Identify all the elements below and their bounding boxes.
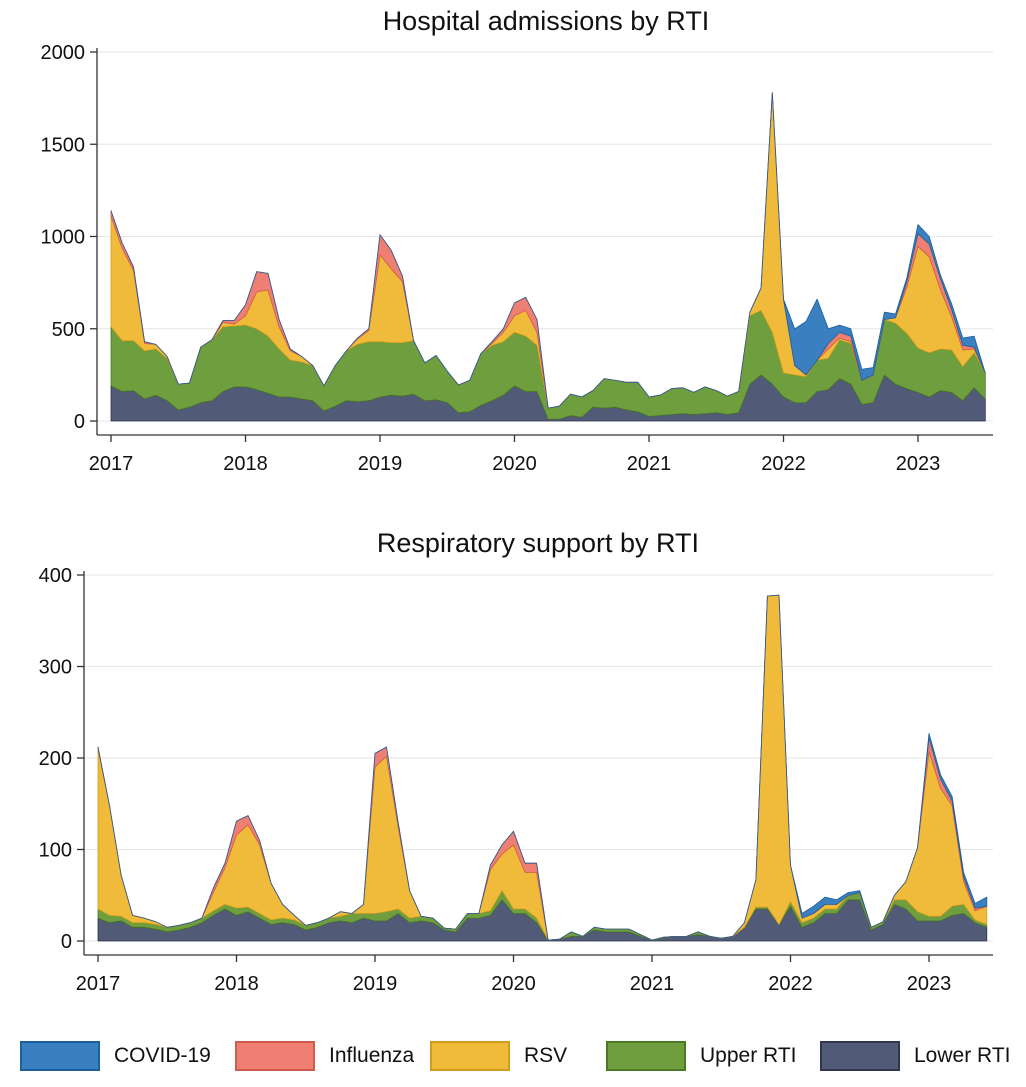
charts-canvas: Hospital admissions by RTI 0500100015002… <box>39 6 993 995</box>
area-covid-19 <box>97 594 988 941</box>
x-tick-label: 2019 <box>353 973 398 995</box>
legend-label: RSV <box>524 1044 568 1067</box>
area-rsv <box>97 594 988 941</box>
legend-item-rsv: RSV <box>430 1038 567 1074</box>
x-tick-label: 2022 <box>761 453 806 475</box>
legend-item-influenza: Influenza <box>235 1038 414 1074</box>
x-tick-label: 2019 <box>358 453 403 475</box>
x-tick-label: 2020 <box>492 453 537 475</box>
y-tick-label: 1000 <box>41 227 86 249</box>
legend-swatch-rsv <box>430 1041 510 1071</box>
x-tick-label: 2022 <box>768 973 813 995</box>
legend-swatch-lower-rti <box>820 1041 900 1071</box>
x-tick-label: 2023 <box>896 453 941 475</box>
y-tick-label: 0 <box>74 411 85 433</box>
chart-title: Hospital admissions by RTI <box>383 6 710 36</box>
x-tick-label: 2017 <box>76 973 121 995</box>
legend-item-lower-rti: Lower RTI <box>820 1038 1010 1074</box>
respiratory-support-chart: Respiratory support by RTI 0 100 200 300 400… <box>39 528 993 995</box>
area-covid-19 <box>110 92 986 409</box>
y-tick-label: 300 <box>39 657 72 679</box>
y-tick-label: 500 <box>52 319 85 341</box>
legend-item-upper-rti: Upper RTI <box>606 1038 796 1074</box>
y-tick-label: 1500 <box>41 134 86 156</box>
legend-label: Lower RTI <box>914 1044 1011 1067</box>
x-tick-label: 2023 <box>907 973 952 995</box>
y-tick-label: 0 <box>61 931 72 953</box>
x-tick-label: 2021 <box>627 453 672 475</box>
legend-swatch-influenza <box>235 1041 315 1071</box>
legend-item-covid-19: COVID-19 <box>20 1038 211 1074</box>
legend-label: COVID-19 <box>114 1044 211 1067</box>
hospital-admissions-chart: Hospital admissions by RTI 0 500 1000 1500 2… <box>41 6 993 475</box>
y-tick-label: 100 <box>39 840 72 862</box>
x-tick-label: 2018 <box>214 973 259 995</box>
y-tick-label: 200 <box>39 748 72 770</box>
legend: COVID-19 Influenza RSV Upper RTI Lower R… <box>0 1038 1026 1074</box>
legend-label: Influenza <box>329 1044 415 1067</box>
legend-swatch-covid-19 <box>20 1041 100 1071</box>
legend-swatch-upper-rti <box>606 1041 686 1071</box>
x-tick-label: 2021 <box>630 973 675 995</box>
x-tick-label: 2018 <box>223 453 268 475</box>
y-tick-label: 400 <box>39 565 72 587</box>
x-tick-label: 2017 <box>89 453 134 475</box>
y-tick-label: 2000 <box>41 42 86 64</box>
x-tick-label: 2020 <box>491 973 536 995</box>
legend-label: Upper RTI <box>700 1044 797 1067</box>
chart-title: Respiratory support by RTI <box>377 528 699 558</box>
